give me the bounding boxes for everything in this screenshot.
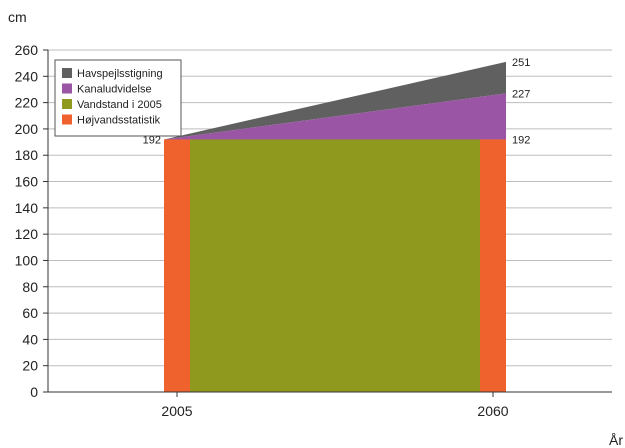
- area-havspejlsstigning: [164, 61, 506, 140]
- y-tick-label: 180: [15, 147, 39, 163]
- axes: 0 20 40 60 80 100 120 140 160 180 200 220 240 260 2005…: [15, 42, 612, 419]
- y-tick-label: 200: [15, 121, 39, 137]
- y-axis-label: cm: [8, 9, 27, 25]
- legend-swatch: [62, 83, 72, 94]
- bar-hojvandsstatistik: [480, 139, 506, 392]
- data-label: 227: [512, 88, 530, 100]
- y-tick-label: 260: [15, 42, 39, 58]
- x-tick-label: 2060: [477, 403, 508, 419]
- y-tick-label: 60: [22, 305, 38, 321]
- area-kanaludvidelse: [164, 93, 506, 140]
- data-label: 251: [512, 57, 530, 69]
- legend-label: Højvandsstatistik: [77, 115, 161, 127]
- y-tick-label: 160: [15, 174, 39, 190]
- data-label: 192: [143, 134, 161, 146]
- y-tick-label: 120: [15, 226, 39, 242]
- legend-label: Vandstand i 2005: [77, 99, 162, 111]
- y-tick-label: 140: [15, 200, 39, 216]
- legend-swatch: [62, 68, 72, 78]
- legend-swatch: [62, 114, 72, 125]
- y-tick-label: 0: [30, 384, 38, 400]
- data-areas: [164, 61, 506, 392]
- data-labels: 192 251 227 192: [143, 57, 531, 147]
- legend-label: Havspejlsstigning: [77, 68, 163, 80]
- y-tick-label: 80: [22, 279, 38, 295]
- y-tick-label: 40: [22, 331, 38, 347]
- y-tick-label: 20: [22, 358, 38, 374]
- y-tick-label: 220: [15, 95, 39, 111]
- legend: Havspejlsstigning Kanaludvidelse Vandstand…: [54, 59, 182, 137]
- y-tick-label: 100: [15, 252, 39, 268]
- legend-box: [54, 59, 182, 137]
- area-vandstand-i-2005: [164, 139, 506, 392]
- data-label: 192: [512, 134, 530, 146]
- legend-label: Kanaludvidelse: [77, 84, 152, 96]
- x-tick-label: 2005: [161, 403, 192, 419]
- x-axis-label: År: [609, 432, 623, 448]
- y-tick-label: 240: [15, 68, 39, 84]
- legend-swatch: [62, 99, 72, 109]
- bar-hojvandsstatistik: [164, 139, 190, 392]
